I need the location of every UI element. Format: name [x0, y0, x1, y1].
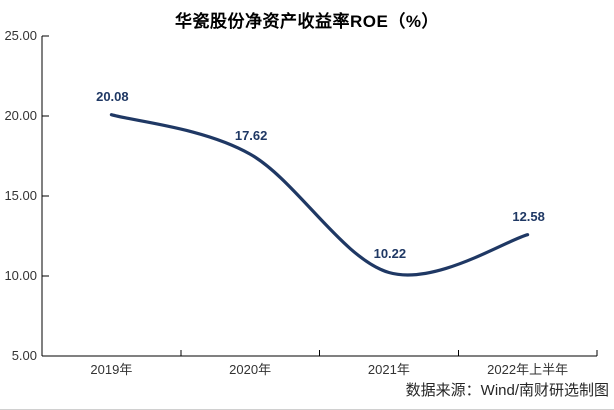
chart-title: 华瓷股份净资产收益率ROE（%） [175, 12, 439, 31]
x-category-label: 2020年 [229, 362, 272, 377]
axes [41, 35, 598, 357]
y-tick-label: 5.00 [11, 348, 37, 363]
roe-trend-line [109, 113, 530, 277]
data-point-label: 10.22 [373, 246, 407, 262]
data-point-label: 17.62 [234, 128, 268, 144]
y-tick-label: 15.00 [4, 188, 37, 203]
y-tick-label: 20.00 [4, 108, 37, 123]
source-note: 数据来源：Wind/南财研选制图 [405, 382, 609, 399]
x-category-label: 2022年上半年 [487, 362, 569, 377]
data-point-label: 20.08 [96, 88, 129, 104]
y-tick-label: 10.00 [4, 268, 37, 283]
x-category-label: 2019年 [90, 362, 133, 377]
data-point-label: 12.58 [512, 208, 545, 224]
y-tick-label: 25.00 [4, 28, 37, 43]
x-category-label: 2021年 [367, 362, 410, 377]
